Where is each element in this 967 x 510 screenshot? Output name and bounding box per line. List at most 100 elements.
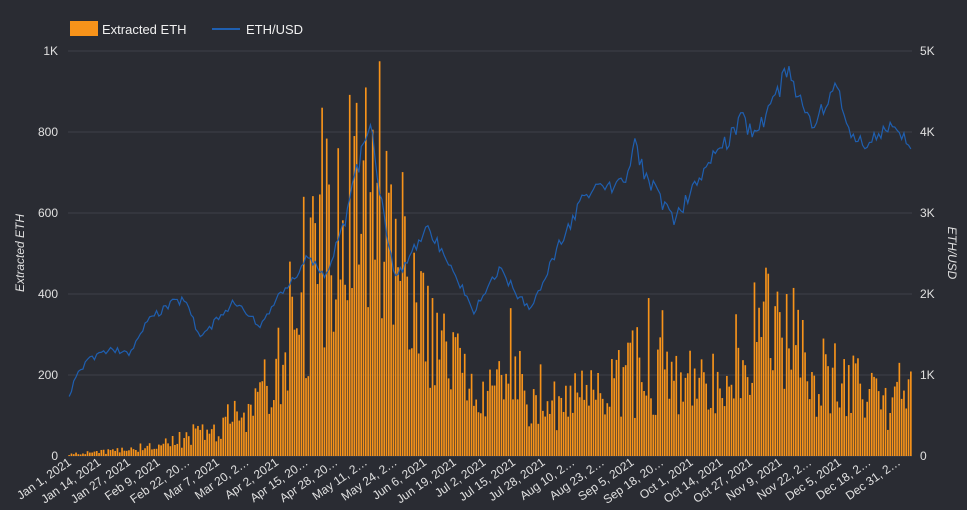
bar	[238, 420, 241, 456]
bar	[581, 370, 583, 456]
bar	[735, 314, 737, 456]
bar	[466, 400, 468, 456]
bar	[555, 430, 558, 456]
bar	[456, 333, 459, 456]
bar	[254, 388, 257, 456]
bar	[252, 415, 254, 456]
bar	[700, 359, 703, 456]
bar	[493, 385, 496, 456]
bar	[785, 294, 788, 456]
bar	[590, 370, 593, 456]
bar	[153, 448, 156, 456]
bar	[277, 327, 280, 456]
bar	[884, 387, 887, 456]
bar	[273, 400, 275, 456]
bar	[772, 370, 774, 456]
bar	[652, 414, 655, 456]
bar	[199, 429, 202, 456]
bar	[118, 452, 121, 456]
bar	[206, 429, 208, 456]
bar	[765, 267, 767, 456]
bar	[739, 398, 742, 456]
bar	[305, 378, 307, 456]
bar	[215, 441, 218, 456]
bar	[749, 394, 751, 456]
bar	[443, 313, 445, 456]
bar	[801, 319, 804, 456]
bar	[470, 373, 473, 456]
bar	[742, 360, 744, 456]
eth-usd-line	[68, 65, 912, 397]
bar	[187, 436, 190, 456]
bar	[677, 414, 680, 456]
bar	[383, 261, 386, 456]
bar	[811, 372, 813, 456]
legend-bars-swatch	[70, 21, 98, 36]
bar	[746, 377, 749, 456]
bar	[905, 408, 908, 456]
bar	[696, 398, 698, 456]
bar	[392, 324, 395, 456]
bar	[544, 416, 547, 456]
bar	[401, 172, 404, 457]
bar	[489, 369, 491, 456]
bar	[827, 366, 829, 456]
bar	[859, 383, 862, 456]
bar	[121, 447, 123, 456]
bar	[530, 423, 533, 456]
bar	[569, 385, 572, 456]
bar	[208, 433, 211, 456]
bar	[896, 381, 898, 456]
legend-bars-label: Extracted ETH	[102, 22, 187, 37]
right-axis-ticks: 0 1K 2K 3K 4K 5K	[920, 44, 935, 463]
bar	[866, 401, 868, 456]
bar	[240, 417, 243, 456]
bar	[316, 284, 319, 456]
bar	[332, 331, 335, 456]
bar	[461, 372, 464, 456]
bar	[114, 450, 116, 456]
bar	[72, 454, 75, 456]
bar	[714, 413, 717, 456]
bar	[861, 399, 864, 456]
left-tick-label: 200	[38, 368, 58, 382]
bar	[89, 452, 91, 456]
bar	[636, 327, 639, 456]
bar	[686, 373, 689, 456]
bar	[341, 220, 344, 456]
bar	[875, 378, 878, 456]
bar	[270, 407, 273, 456]
bar	[721, 398, 724, 456]
bar	[843, 359, 845, 456]
bar	[112, 449, 114, 456]
bar	[558, 396, 560, 456]
bar	[521, 374, 524, 456]
bar	[245, 431, 248, 456]
bar	[834, 343, 836, 456]
bar	[528, 426, 530, 456]
bar	[279, 404, 282, 456]
right-axis-label: ETH/USD	[945, 227, 959, 280]
bar	[514, 356, 517, 456]
bar	[82, 453, 84, 456]
bar	[523, 390, 526, 456]
bar	[295, 328, 298, 456]
bar	[491, 385, 494, 456]
bar	[132, 449, 135, 456]
bar	[98, 453, 100, 456]
bar	[760, 337, 763, 456]
bar	[755, 342, 758, 456]
bar	[808, 399, 811, 456]
bar	[369, 192, 372, 456]
legend-line-label: ETH/USD	[246, 22, 303, 37]
bar	[774, 306, 776, 456]
bar	[68, 455, 70, 456]
bar	[516, 399, 519, 456]
bar	[551, 400, 553, 456]
bar	[351, 288, 353, 456]
bar	[546, 401, 549, 456]
bar	[468, 388, 471, 456]
bar	[447, 378, 450, 456]
bar	[291, 296, 294, 456]
